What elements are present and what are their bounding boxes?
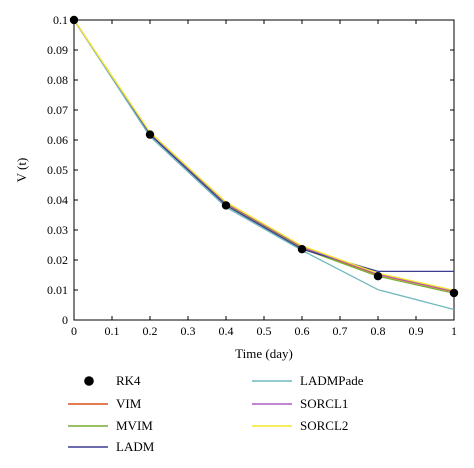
series-line-ladm	[73, 19, 454, 273]
x-tick-label: 0.2	[143, 324, 158, 338]
plot-frame	[73, 19, 455, 321]
plot-area: 0 0.1 0.2 0.3 0.4 0.5 0.6 0.7 0.8 0.9 1 00.010.020…	[47, 13, 459, 338]
y-tick-label: 0.09	[47, 43, 68, 57]
y-tick-label: 0.06	[47, 133, 68, 147]
series-line-sorcl2	[73, 19, 455, 291]
x-tick-label: 0	[71, 324, 77, 338]
y-tick-label: 0.08	[47, 73, 68, 87]
y-axis-ticks: 0 0.01 0.02 0.03 0.04 0.05 0.06 0.07 0.08 0.09 0.1	[47, 13, 454, 327]
x-tick-label: 0.7	[333, 324, 348, 338]
y-tick-label: 0.03	[47, 223, 68, 237]
y-tick-label: 0.05	[47, 163, 68, 177]
data-point-rk4	[297, 245, 307, 254]
y-tick-label: 0.1	[53, 13, 68, 27]
series-line-ladmpade	[73, 19, 455, 311]
y-tick-label: 0.04	[47, 193, 68, 207]
x-axis-title: Time (day)	[235, 346, 293, 361]
data-point-rk4	[69, 15, 79, 25]
legend-label-ladmpade: LADMPade	[300, 373, 364, 388]
x-tick-label: 0.6	[295, 324, 310, 338]
legend-marker-rk4	[84, 376, 94, 386]
series-lines	[73, 19, 455, 311]
data-point-rk4	[221, 201, 231, 210]
y-tick-label: 0.07	[47, 103, 68, 117]
y-tick-label: 0	[62, 313, 68, 327]
series-line-vim	[73, 19, 455, 293]
legend-label-mvim: MVIM	[116, 418, 153, 433]
legend-label-sorcl2: SORCL2	[300, 418, 348, 433]
y-tick-label: 0.02	[47, 253, 68, 267]
x-tick-label: 0.3	[181, 324, 196, 338]
series-markers	[69, 15, 459, 298]
x-tick-label: 0.1	[105, 324, 120, 338]
data-point-rk4	[373, 272, 383, 281]
legend-label-vim: VIM	[116, 396, 142, 411]
x-tick-label: 0.5	[257, 324, 272, 338]
legend-label-rk4: RK4	[116, 373, 141, 388]
y-axis-title: V (t)	[14, 158, 29, 183]
x-axis-ticks: 0 0.1 0.2 0.3 0.4 0.5 0.6 0.7 0.8 0.9 1	[71, 20, 457, 338]
x-tick-label: 1	[451, 324, 457, 338]
y-tick-label: 0.01	[47, 283, 68, 297]
x-tick-label: 0.8	[371, 324, 386, 338]
legend: RK4 VIM MVIM LADM LADMPade SORCL1 SORCL2	[68, 373, 364, 454]
data-point-rk4	[145, 130, 155, 139]
x-tick-label: 0.4	[219, 324, 234, 338]
series-line-sorcl1	[73, 19, 455, 292]
series-line-mvim	[73, 19, 455, 294]
data-point-rk4	[449, 288, 459, 298]
legend-label-sorcl1: SORCL1	[300, 396, 348, 411]
x-tick-label: 0.9	[409, 324, 424, 338]
legend-label-ladm: LADM	[116, 439, 155, 454]
